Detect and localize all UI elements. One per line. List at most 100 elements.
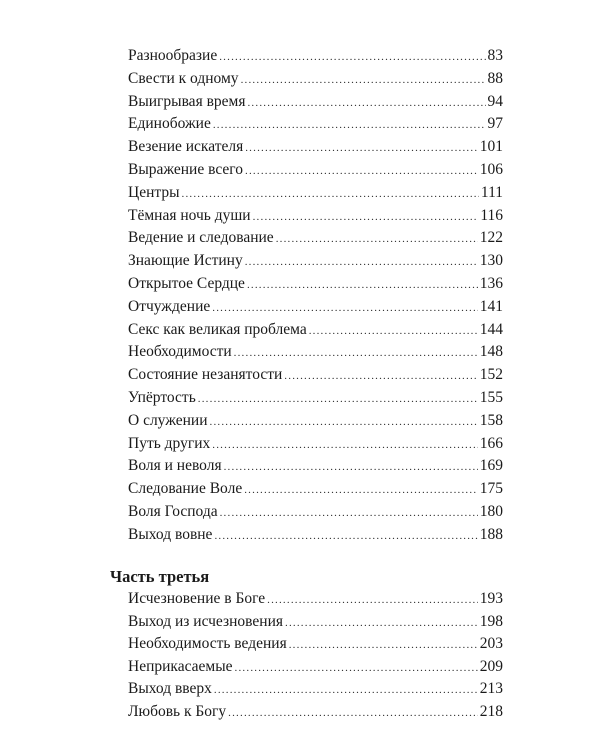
toc-entry-title: Тёмная ночь души: [128, 206, 251, 224]
toc-entry-title: Любовь к Богу: [128, 702, 227, 720]
toc-entry-title: Разнообразие: [128, 47, 218, 64]
toc-entry: Секс как великая проблема 144: [128, 319, 503, 342]
toc-list-part-three: Исчезновение в Боге 193 Выход из исчезнове…: [128, 588, 503, 724]
toc-entry-page: 193: [479, 590, 503, 607]
dot-leader: [213, 114, 486, 137]
dot-leader: [276, 228, 478, 251]
toc-entry-page: 130: [479, 252, 503, 270]
toc-entry-page: 97: [487, 115, 504, 133]
dot-leader: [253, 206, 479, 229]
toc-entry-page: 152: [479, 366, 503, 384]
dot-leader: [219, 46, 485, 69]
toc-entry-title: Исчезновение в Боге: [128, 590, 266, 607]
toc-entry-title: Отчуждение: [128, 297, 211, 315]
toc-entry-page: 101: [479, 138, 503, 156]
toc-entry-page: 141: [479, 297, 503, 315]
toc-entry: Отчуждение 141: [128, 296, 503, 319]
toc-entry-title: Необходимость ведения: [128, 635, 287, 653]
toc-entry: Любовь к Богу 218: [128, 701, 503, 724]
dot-leader: [235, 657, 478, 680]
toc-entry: Свести к одному 88: [128, 68, 503, 91]
toc-entry: Воля Господа 180: [128, 501, 503, 524]
toc-entry-page: 188: [479, 525, 503, 543]
dot-leader: [284, 365, 477, 388]
toc-entry-page: 213: [479, 680, 503, 698]
toc-entry-page: 209: [479, 657, 503, 675]
toc-entry-title: Секс как великая проблема: [128, 320, 307, 338]
toc-entry-page: 148: [479, 343, 503, 361]
dot-leader: [224, 456, 478, 479]
toc-entry-title: Состояние незанятости: [128, 366, 283, 384]
toc-entry-title: Везение искателя: [128, 138, 244, 156]
toc-entry-page: 144: [479, 320, 503, 338]
dot-leader: [212, 297, 477, 320]
toc-entry-page: 83: [487, 47, 504, 64]
toc-entry-title: Открытое Сердце: [128, 274, 245, 292]
toc-entry: Упёртость 155: [128, 387, 503, 410]
toc-entry-page: 94: [487, 92, 504, 110]
toc-entry: Следование Воле 175: [128, 478, 503, 501]
toc-entry: Воля и неволя 169: [128, 455, 503, 478]
dot-leader: [228, 702, 478, 725]
toc-entry-title: Упёртость: [128, 388, 196, 406]
toc-entry-page: 203: [479, 635, 503, 653]
toc-entry-title: Свести к одному: [128, 69, 239, 87]
dot-leader: [212, 434, 478, 457]
toc-entry-page: 111: [480, 183, 503, 201]
toc-entry-title: Знающие Истину: [128, 252, 243, 270]
toc-entry-title: Необходимости: [128, 343, 232, 361]
toc-entry: Открытое Сердце 136: [128, 273, 503, 296]
dot-leader: [214, 525, 477, 548]
toc-entry: Выражение всего 106: [128, 159, 503, 182]
dot-leader: [220, 502, 478, 525]
dot-leader: [289, 634, 478, 657]
toc-entry-page: 116: [480, 206, 503, 224]
toc-entry-title: Воля Господа: [128, 502, 218, 520]
toc-entry-page: 175: [479, 480, 503, 498]
toc-entry: Исчезновение в Боге 193: [128, 588, 503, 611]
toc-entry-title: Следование Воле: [128, 480, 243, 498]
toc-entry-page: 158: [479, 411, 503, 429]
toc-entry: Тёмная ночь души 116: [128, 205, 503, 228]
toc-entry: Везение искателя 101: [128, 136, 503, 159]
toc-entry-title: Выход вовне: [128, 525, 213, 543]
toc-entry-page: 198: [479, 612, 503, 630]
dot-leader: [309, 320, 478, 343]
dot-leader: [244, 479, 478, 502]
section-heading: Часть третья: [110, 567, 210, 586]
dot-leader: [247, 92, 485, 115]
toc-entry: Знающие Истину 130: [128, 250, 503, 273]
toc-entry-title: Ведение и следование: [128, 229, 274, 247]
dot-leader: [198, 388, 478, 411]
toc-entry: Единобожие 97: [128, 113, 503, 136]
toc-entry: Необходимости 148: [128, 341, 503, 364]
toc-entry-page: 218: [479, 702, 503, 720]
dot-leader: [210, 411, 478, 434]
toc-entry-page: 169: [479, 457, 503, 475]
toc-entry: Ведение и следование 122: [128, 227, 503, 250]
toc-entry-title: Выражение всего: [128, 160, 244, 178]
toc-entry-title: Путь других: [128, 434, 211, 452]
toc-entry-title: Единобожие: [128, 115, 211, 133]
toc-entry-title: Центры: [128, 183, 180, 201]
toc-entry-page: 180: [479, 502, 503, 520]
toc-entry-page: 122: [479, 229, 503, 247]
dot-leader: [245, 251, 478, 274]
toc-entry: Необходимость ведения 203: [128, 633, 503, 656]
dot-leader: [285, 612, 478, 635]
toc-entry-title: О служении: [128, 411, 208, 429]
toc-entry-title: Выход вверх: [128, 680, 212, 698]
toc-entry: Состояние незанятости 152: [128, 364, 503, 387]
toc-entry: Выход вовне 188: [128, 524, 503, 547]
toc-entry: О служении 158: [128, 410, 503, 433]
toc-entry: Неприкасаемые 209: [128, 656, 503, 679]
dot-leader: [247, 274, 478, 297]
dot-leader: [214, 679, 478, 702]
toc-entry-page: 155: [479, 388, 503, 406]
toc-entry-page: 106: [479, 160, 503, 178]
toc-entry-page: 88: [487, 69, 504, 87]
toc-entry: Выход из исчезновения 198: [128, 611, 503, 634]
toc-entry-page: 136: [479, 274, 503, 292]
dot-leader: [245, 160, 478, 183]
toc-entry: Выигрывая время 94: [128, 91, 503, 114]
